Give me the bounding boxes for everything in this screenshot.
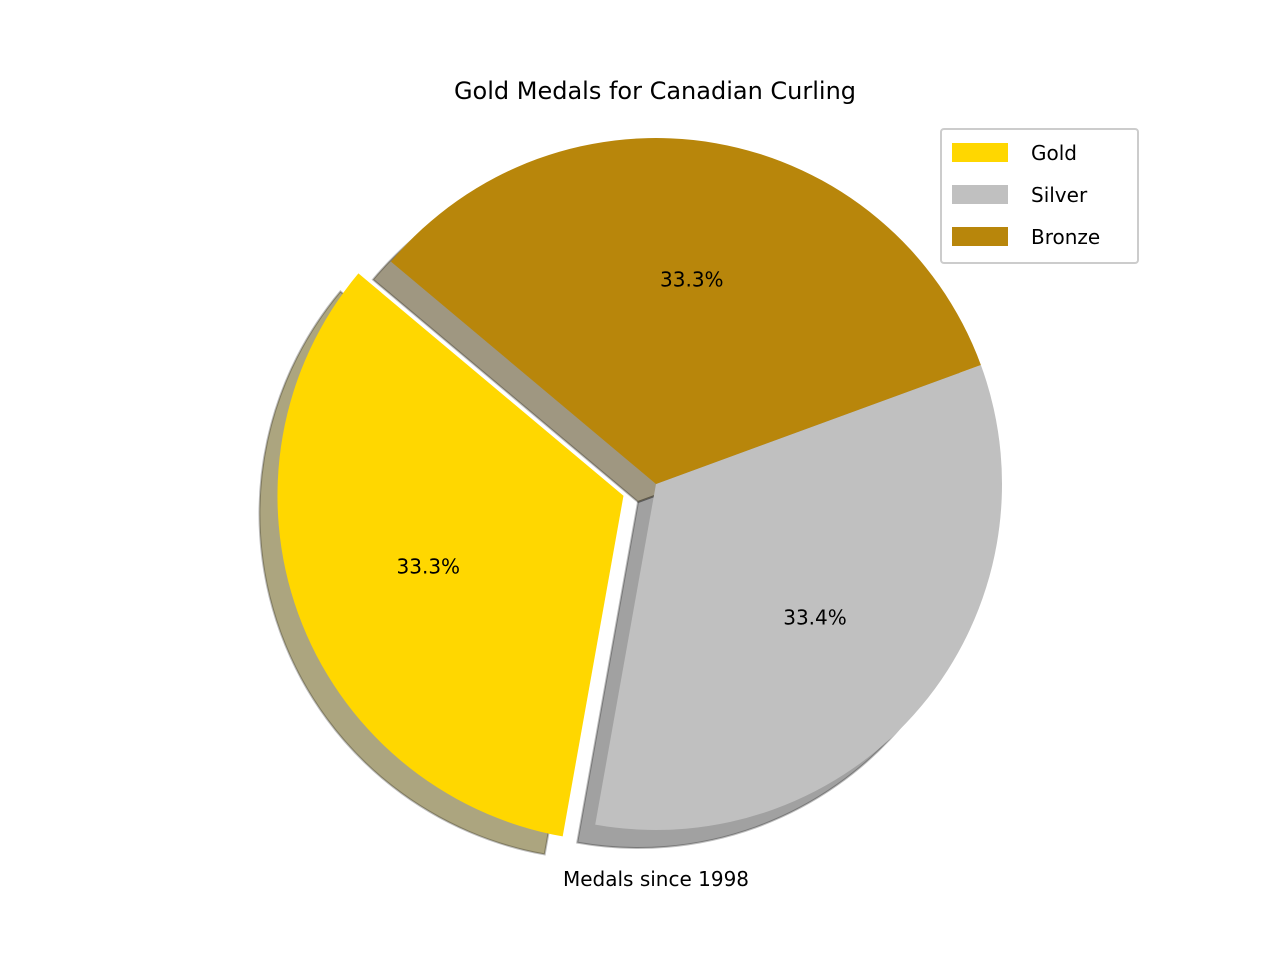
legend-swatch-bronze: [952, 227, 1008, 246]
chart-title: Gold Medals for Canadian Curling: [454, 77, 856, 105]
slice-bronze: [390, 137, 981, 484]
slice-label-bronze: 33.3%: [660, 268, 724, 292]
legend-swatch-silver: [952, 185, 1008, 204]
slice-label-silver: 33.4%: [783, 605, 847, 629]
slice-labels: 33.3% 33.4% 33.3%: [397, 268, 847, 630]
slice-label-gold: 33.3%: [397, 555, 461, 579]
slice-gold: [277, 273, 624, 837]
pie-slices: [277, 137, 1002, 837]
x-axis-label: Medals since 1998: [563, 867, 749, 891]
legend-swatch-gold: [952, 143, 1008, 162]
legend: Gold Silver Bronze: [940, 128, 1139, 264]
legend-label-gold: Gold: [1031, 141, 1077, 165]
slice-silver: [595, 364, 1002, 830]
legend-label-silver: Silver: [1031, 183, 1088, 207]
legend-label-bronze: Bronze: [1031, 225, 1100, 249]
